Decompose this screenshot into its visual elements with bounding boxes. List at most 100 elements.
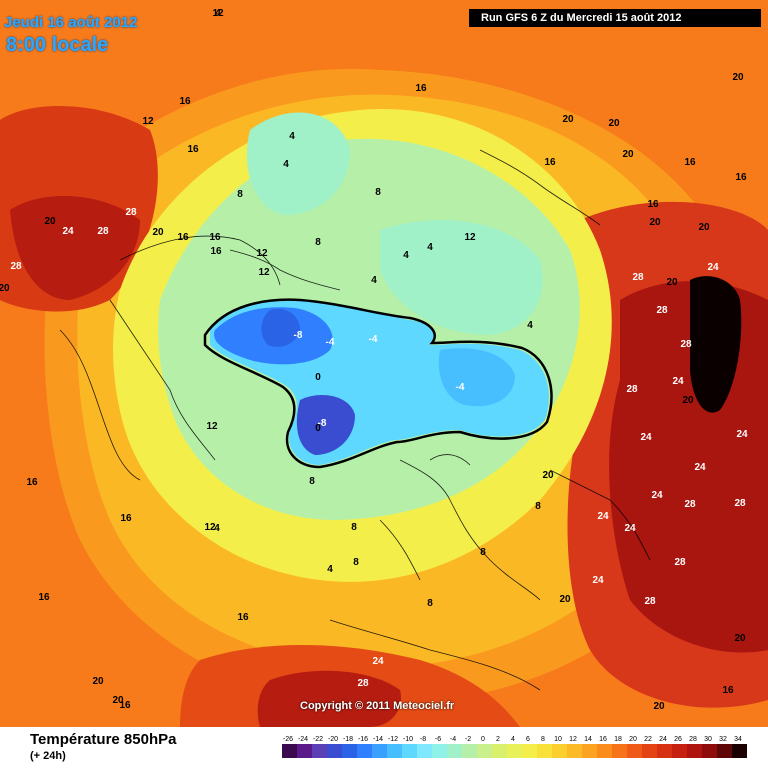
- temperature-label: 20: [92, 676, 104, 687]
- temperature-label: 4: [327, 564, 333, 575]
- scale-tick-label: 12: [569, 736, 577, 743]
- scale-swatch: [687, 744, 702, 758]
- temperature-label: 16: [119, 700, 131, 711]
- temperature-label: 24: [372, 656, 384, 667]
- scale-swatch: [717, 744, 732, 758]
- scale-swatch: [657, 744, 672, 758]
- scale-swatch: [477, 744, 492, 758]
- scale-swatch: [357, 744, 372, 758]
- scale-swatch: [627, 744, 642, 758]
- scale-tick-label: 26: [674, 736, 682, 743]
- scale-swatch: [372, 744, 387, 758]
- scale-tick-label: -22: [313, 736, 323, 743]
- temperature-label: 16: [179, 96, 191, 107]
- temperature-label: 24: [640, 432, 652, 443]
- temperature-label: 12: [256, 248, 268, 259]
- scale-tick-label: 14: [584, 736, 592, 743]
- temperature-label: 24: [672, 376, 684, 387]
- scale-tick-label: 10: [554, 736, 562, 743]
- scale-tick-label: -18: [343, 736, 353, 743]
- scale-tick-label: 24: [659, 736, 667, 743]
- temperature-map: 12 16 12 16 20 24 28 28 20 28 20 16 16 16 12 12 8 4 4 8 8 4 4 4…: [0, 0, 768, 727]
- scale-swatch: [462, 744, 477, 758]
- scale-tick-label: 34: [734, 736, 742, 743]
- temperature-label: 16: [647, 199, 659, 210]
- scale-tick-label: 16: [599, 736, 607, 743]
- scale-swatch: [702, 744, 717, 758]
- temperature-label: 0: [315, 372, 321, 383]
- scale-tick-label: -8: [420, 736, 426, 743]
- temperature-label: 8: [309, 476, 315, 487]
- temperature-label: 4: [215, 8, 221, 19]
- forecast-offset: (+ 24h): [30, 750, 66, 762]
- scale-tick-label: 28: [689, 736, 697, 743]
- temperature-label: 12: [206, 421, 218, 432]
- temperature-label: 20: [622, 149, 634, 160]
- scale-tick-label: 22: [644, 736, 652, 743]
- scale-tick-label: -16: [358, 736, 368, 743]
- scale-tick-label: -2: [465, 736, 471, 743]
- scale-swatch: [582, 744, 597, 758]
- temperature-label: 8: [375, 187, 381, 198]
- scale-swatch: [567, 744, 582, 758]
- temperature-label: 24: [597, 511, 609, 522]
- scale-tick-label: 18: [614, 736, 622, 743]
- temperature-label: 20: [608, 118, 620, 129]
- temperature-label: 12: [464, 232, 476, 243]
- temperature-label: 16: [415, 83, 427, 94]
- scale-swatch: [597, 744, 612, 758]
- scale-swatch: [297, 744, 312, 758]
- temperature-label: 4: [403, 250, 409, 261]
- temperature-label: 20: [152, 227, 164, 238]
- scale-tick-label: -14: [373, 736, 383, 743]
- temperature-label: 24: [694, 462, 706, 473]
- scale-tick-label: 6: [526, 736, 530, 743]
- scale-swatch: [342, 744, 357, 758]
- temperature-label: 8: [427, 598, 433, 609]
- temperature-label: 20: [562, 114, 574, 125]
- temperature-label: 24: [592, 575, 604, 586]
- temperature-label: 20: [653, 701, 665, 712]
- temperature-label: 16: [120, 513, 132, 524]
- temperature-label: 16: [735, 172, 747, 183]
- scale-swatch: [447, 744, 462, 758]
- scale-swatch: [732, 744, 747, 758]
- scale-swatch: [402, 744, 417, 758]
- temperature-label: 28: [97, 226, 109, 237]
- temperature-label: 12: [142, 116, 154, 127]
- temperature-label: 28: [125, 207, 137, 218]
- scale-tick-label: -4: [450, 736, 456, 743]
- scale-swatch: [522, 744, 537, 758]
- temperature-label: 16: [722, 685, 734, 696]
- temperature-label: 24: [707, 262, 719, 273]
- scale-swatch: [537, 744, 552, 758]
- temperature-label: 4: [371, 275, 377, 286]
- scale-swatch: [387, 744, 402, 758]
- scale-tick-label: -26: [283, 736, 293, 743]
- scale-swatch: [327, 744, 342, 758]
- temperature-label: 20: [682, 395, 694, 406]
- temperature-label: -4: [326, 337, 335, 348]
- temperature-label: 16: [209, 232, 221, 243]
- color-scale: -26 -24 -22 -20 -18 -16 -14 -12 -10 -8 -6 -4 -2 0 2 4 6 8…: [282, 736, 747, 758]
- temperature-label: 20: [666, 277, 678, 288]
- temperature-label: 20: [44, 216, 56, 227]
- scale-tick-label: -20: [328, 736, 338, 743]
- temperature-label: 28: [626, 384, 638, 395]
- temperature-label: 28: [644, 596, 656, 607]
- run-info-box: Run GFS 6 Z du Mercredi 15 août 2012: [469, 9, 761, 27]
- forecast-date: Jeudi 16 août 2012: [4, 14, 138, 31]
- temperature-label: 28: [10, 261, 22, 272]
- temperature-label: 0: [315, 423, 321, 434]
- temperature-label: 28: [357, 678, 369, 689]
- temperature-label: 20: [559, 594, 571, 605]
- temperature-label: 4: [283, 159, 289, 170]
- scale-swatch: [612, 744, 627, 758]
- temperature-label: 28: [680, 339, 692, 350]
- temperature-label: 28: [632, 272, 644, 283]
- scale-tick-label: -10: [403, 736, 413, 743]
- temperature-label: 16: [544, 157, 556, 168]
- temperature-label: -4: [369, 334, 378, 345]
- copyright-notice: Copyright © 2011 Meteociel.fr: [300, 700, 455, 712]
- temperature-label: 16: [187, 144, 199, 155]
